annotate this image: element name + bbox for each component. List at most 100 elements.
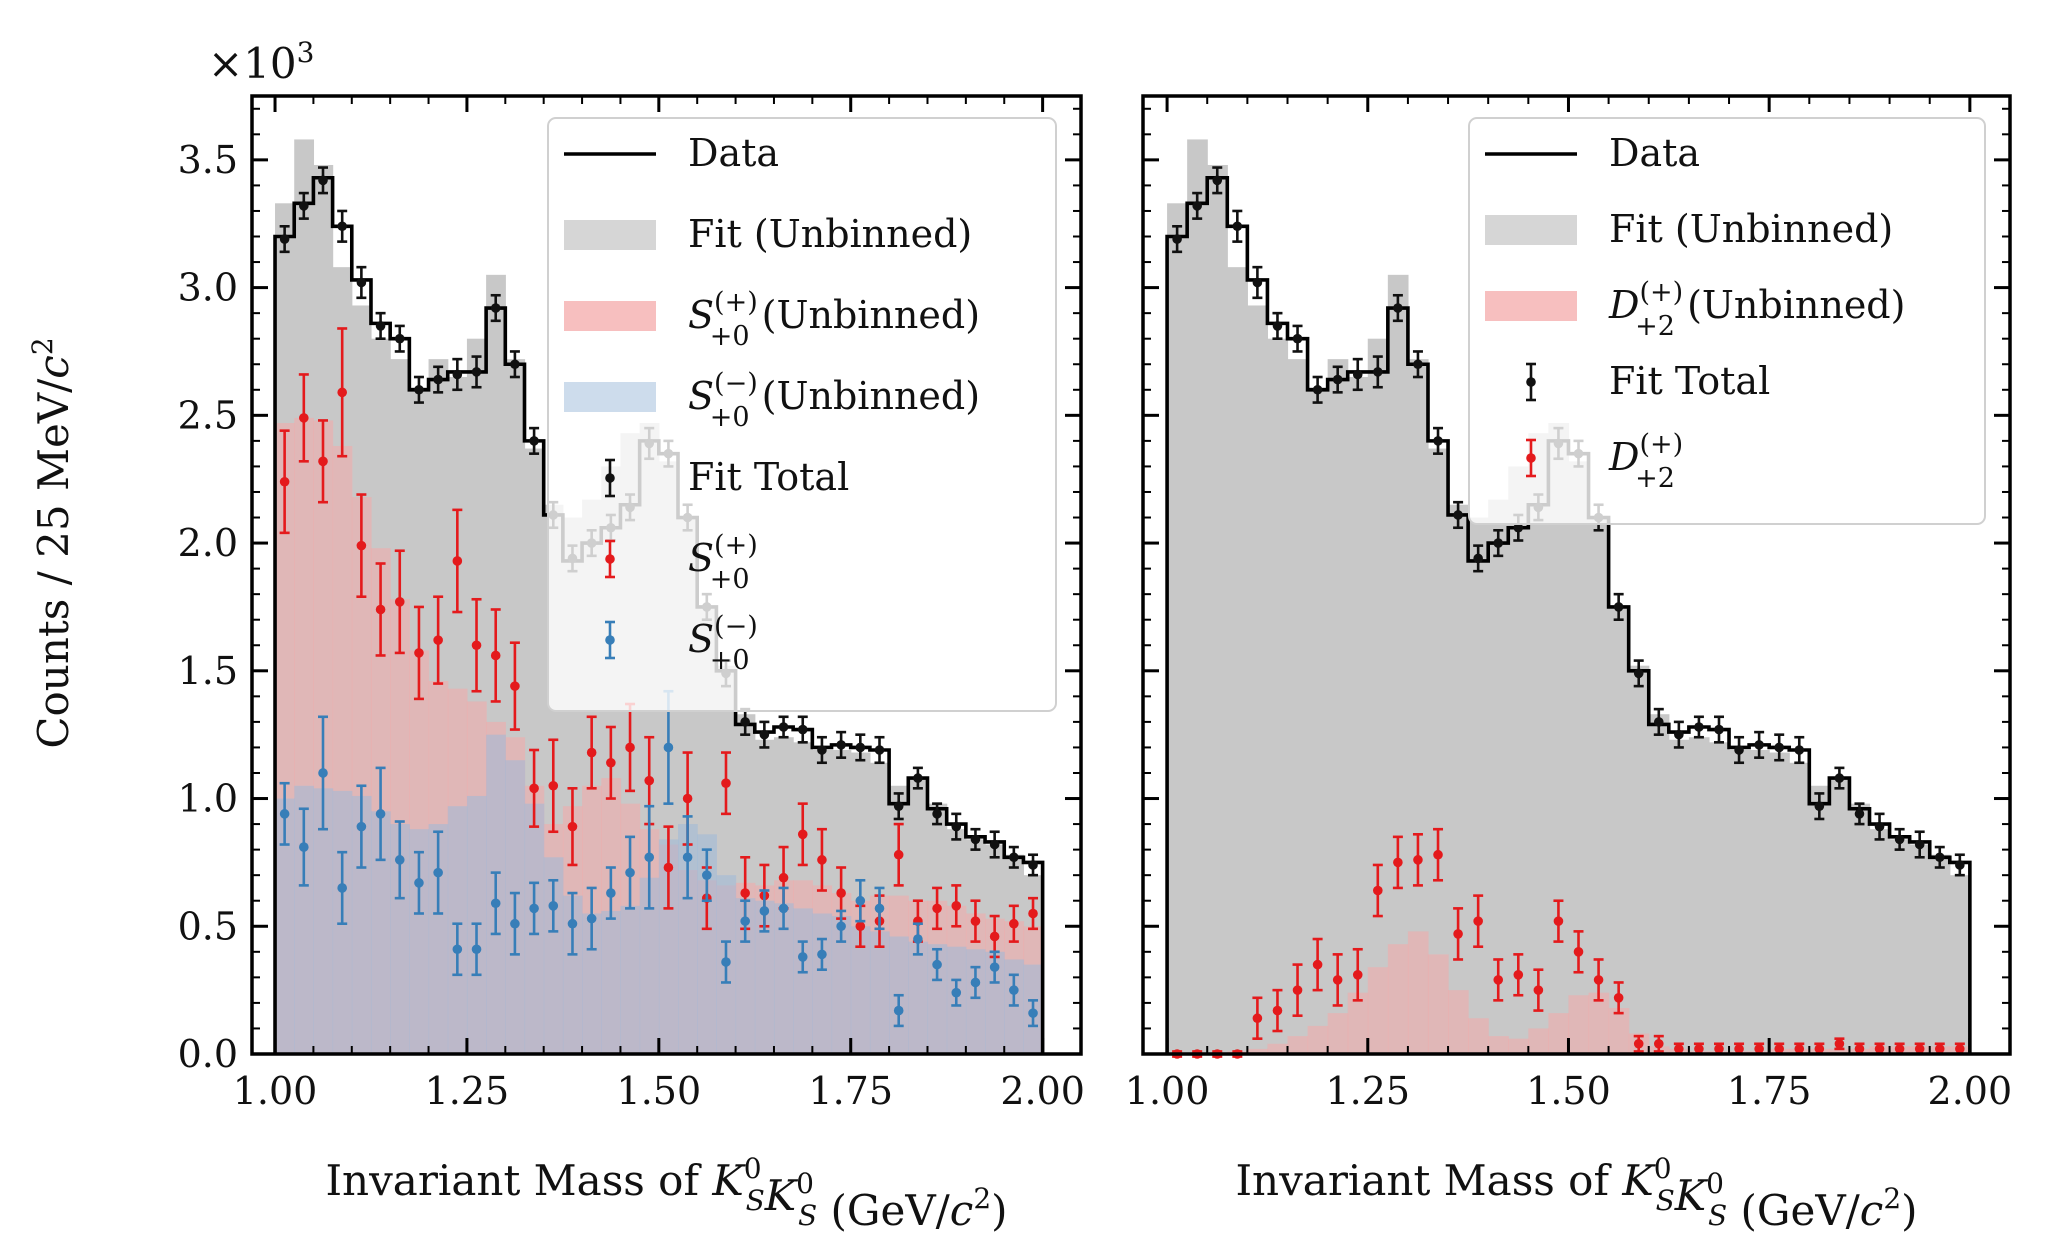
errorbar-marker [1028,1008,1038,1018]
errorbar-marker [1734,1044,1744,1054]
errorbar-point [682,815,693,900]
fill-bar [1668,739,1690,1054]
errorbar-marker [318,768,328,778]
x-tick-label: 1.25 [425,1069,510,1113]
errorbar-marker [1373,885,1383,896]
errorbar-point [471,597,482,693]
fill-bar [927,944,948,1054]
errorbar-point [797,802,808,867]
x-axis-title: Invariant Mass of K0 SK0 S (GeV/c2) [1235,1152,1917,1235]
fill-bar [1227,267,1248,1054]
fill-bar [1247,1048,1269,1054]
x-axis-title: Invariant Mass of K0 SK0 S (GeV/c2) [325,1152,1007,1235]
errorbar-marker [1874,821,1885,832]
legend-item: S(+) +0 (Unbinned) [564,287,980,352]
y-tick-label: 2.5 [178,393,238,437]
fill-bar [1187,139,1208,1055]
fill-bar [1508,466,1529,1055]
fill-bar [1568,995,1590,1054]
fill-bar [1307,1025,1329,1054]
x-axis-title-sup: 0 [1654,1152,1672,1185]
fill-bar [1327,359,1349,1054]
errorbar-marker [490,898,501,909]
errorbar-point [720,940,731,984]
fill-bar [1889,839,1911,1054]
x-tick-label: 1.00 [233,1069,318,1113]
errorbar-point [1573,930,1584,974]
legend-label-symbol: S [688,617,714,661]
errorbar-marker [1332,374,1343,385]
errorbar-marker [452,369,463,380]
errorbar-point [701,848,712,903]
fill-bar [1588,517,1610,1054]
fill-bar [1789,762,1810,1054]
errorbar-point [970,899,981,943]
errorbar-point [1613,592,1624,622]
fill-bar [1488,1036,1509,1054]
errorbar-marker [989,962,1000,972]
errorbar-marker [682,793,693,804]
legend-label: D(+) +2 [1608,429,1683,494]
errorbar-marker [644,852,655,863]
errorbar-marker [567,821,578,832]
errorbar-point [989,914,1000,959]
errorbar-marker [1028,908,1038,919]
fill-bar [1769,752,1790,1054]
fill-bar [294,785,315,1054]
errorbar-marker [1028,860,1038,870]
fill-bar [1588,992,1610,1054]
errorbar-point [912,922,923,956]
fill-bar [1407,359,1429,1054]
errorbar-marker [1794,1044,1805,1054]
x-tick-label: 1.00 [1125,1069,1210,1113]
errorbar-marker [1553,916,1564,926]
errorbar-point [1292,963,1303,1017]
errorbar-point [1633,659,1644,688]
errorbar-marker [490,650,501,661]
legend-item: Fit (Unbinned) [1485,207,1893,251]
legend-item: D(+) +2 (Unbinned) [1485,277,1905,342]
x-axis-title-k: K [711,1156,746,1205]
errorbar-point [836,909,847,943]
legend-label-text: Data [688,131,779,175]
errorbar-point [874,886,885,931]
fill-bar [773,903,794,1054]
errorbar-point [1593,958,1604,1002]
fill-bar [1869,829,1891,1054]
legend-label: Fit (Unbinned) [1609,207,1893,251]
errorbar-marker [836,921,846,932]
errorbar-marker [740,888,750,898]
fill-bar [1307,387,1329,1054]
errorbar-point [1028,896,1039,931]
fill-bar [390,824,410,1054]
legend-item: S(−) +0 [605,611,758,676]
errorbar-marker [1934,852,1945,863]
fill-bar [1829,1048,1851,1054]
errorbar-marker [414,648,424,658]
x-axis-title-close: ) [991,1186,1007,1235]
errorbar-marker [1009,852,1019,863]
errorbar-marker [1009,985,1019,995]
errorbar-marker [279,234,290,244]
legend-label: S(−) +0 [688,611,758,676]
fill-bar [1608,606,1630,1054]
errorbar-point [797,940,808,974]
errorbar-marker [337,883,347,893]
x-axis-title-sup: 0 [1706,1167,1724,1200]
fill-bar [850,926,871,1054]
fill-bar [351,795,372,1054]
errorbar-marker [1955,860,1965,870]
errorbar-point [586,715,597,790]
x-axis-title-sub: S [1656,1184,1675,1217]
errorbar-point [1814,792,1825,821]
errorbar-point [1212,166,1223,195]
errorbar-marker [1934,1044,1945,1054]
fill-bar [1528,1028,1550,1054]
errorbar-point [567,891,578,956]
errorbar-point [318,715,329,831]
x-tick-label: 1.25 [1325,1069,1410,1113]
errorbar-marker [740,717,750,727]
legend-item: Data [564,131,779,175]
errorbar-marker [1393,303,1403,313]
